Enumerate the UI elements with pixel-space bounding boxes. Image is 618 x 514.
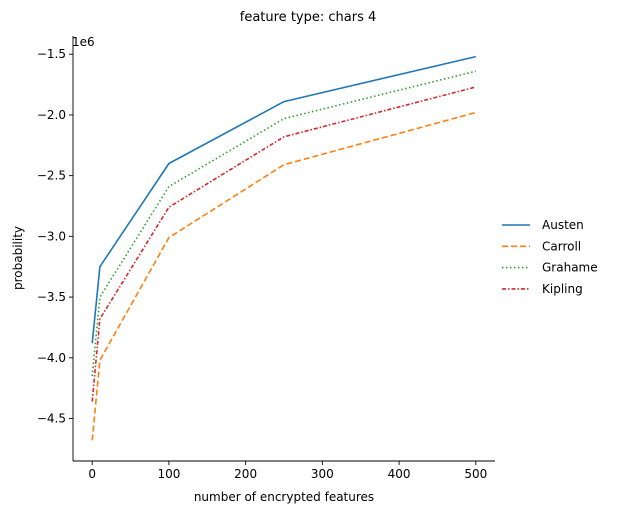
series-line-grahame [91, 70, 476, 377]
x-axis-ticks: 0 100 200 300 400 500 [88, 461, 487, 481]
x-tick-label: 300 [311, 467, 334, 481]
y-tick-label: −3.0 [37, 229, 66, 243]
x-tick-label: 500 [464, 467, 487, 481]
chart-title: feature type: chars 4 [240, 10, 377, 25]
legend-label-carroll: Carroll [542, 239, 581, 253]
x-tick-label: 100 [157, 467, 180, 481]
legend-label-grahame: Grahame [542, 261, 598, 275]
x-tick-label: 200 [234, 467, 257, 481]
y-axis-ticks: −4.5 −4.0 −3.5 −3.0 −2.5 −2.0 −1.5 [37, 47, 73, 426]
series-line-kipling [91, 86, 477, 402]
series-line-carroll [91, 111, 477, 441]
legend-label-kipling: Kipling [542, 282, 583, 296]
axes-frame [72, 36, 495, 462]
x-axis-title: number of encrypted features [194, 490, 374, 504]
series-lines [91, 55, 477, 441]
x-tick-label: 0 [88, 467, 96, 481]
y-tick-label: −2.5 [37, 169, 66, 183]
x-tick-label: 400 [388, 467, 411, 481]
legend: Austen Carroll Grahame Kipling [502, 218, 598, 296]
y-tick-label: −2.0 [37, 108, 66, 122]
y-axis-title: probability [11, 226, 25, 290]
y-tick-label: −4.0 [37, 351, 66, 365]
y-tick-label: −1.5 [37, 47, 66, 61]
legend-label-austen: Austen [542, 218, 584, 232]
y-offset-label: 1e6 [72, 35, 95, 49]
y-tick-label: −4.5 [37, 412, 66, 426]
y-tick-label: −3.5 [37, 290, 66, 304]
series-line-austen [91, 55, 476, 344]
